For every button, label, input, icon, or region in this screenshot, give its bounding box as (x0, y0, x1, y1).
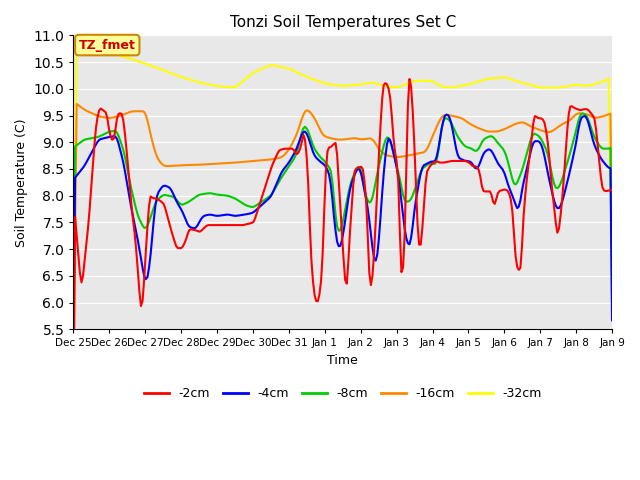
Y-axis label: Soil Temperature (C): Soil Temperature (C) (15, 118, 28, 247)
Text: TZ_fmet: TZ_fmet (79, 38, 136, 51)
Title: Tonzi Soil Temperatures Set C: Tonzi Soil Temperatures Set C (230, 15, 456, 30)
X-axis label: Time: Time (328, 354, 358, 367)
Legend: -2cm, -4cm, -8cm, -16cm, -32cm: -2cm, -4cm, -8cm, -16cm, -32cm (139, 383, 547, 406)
